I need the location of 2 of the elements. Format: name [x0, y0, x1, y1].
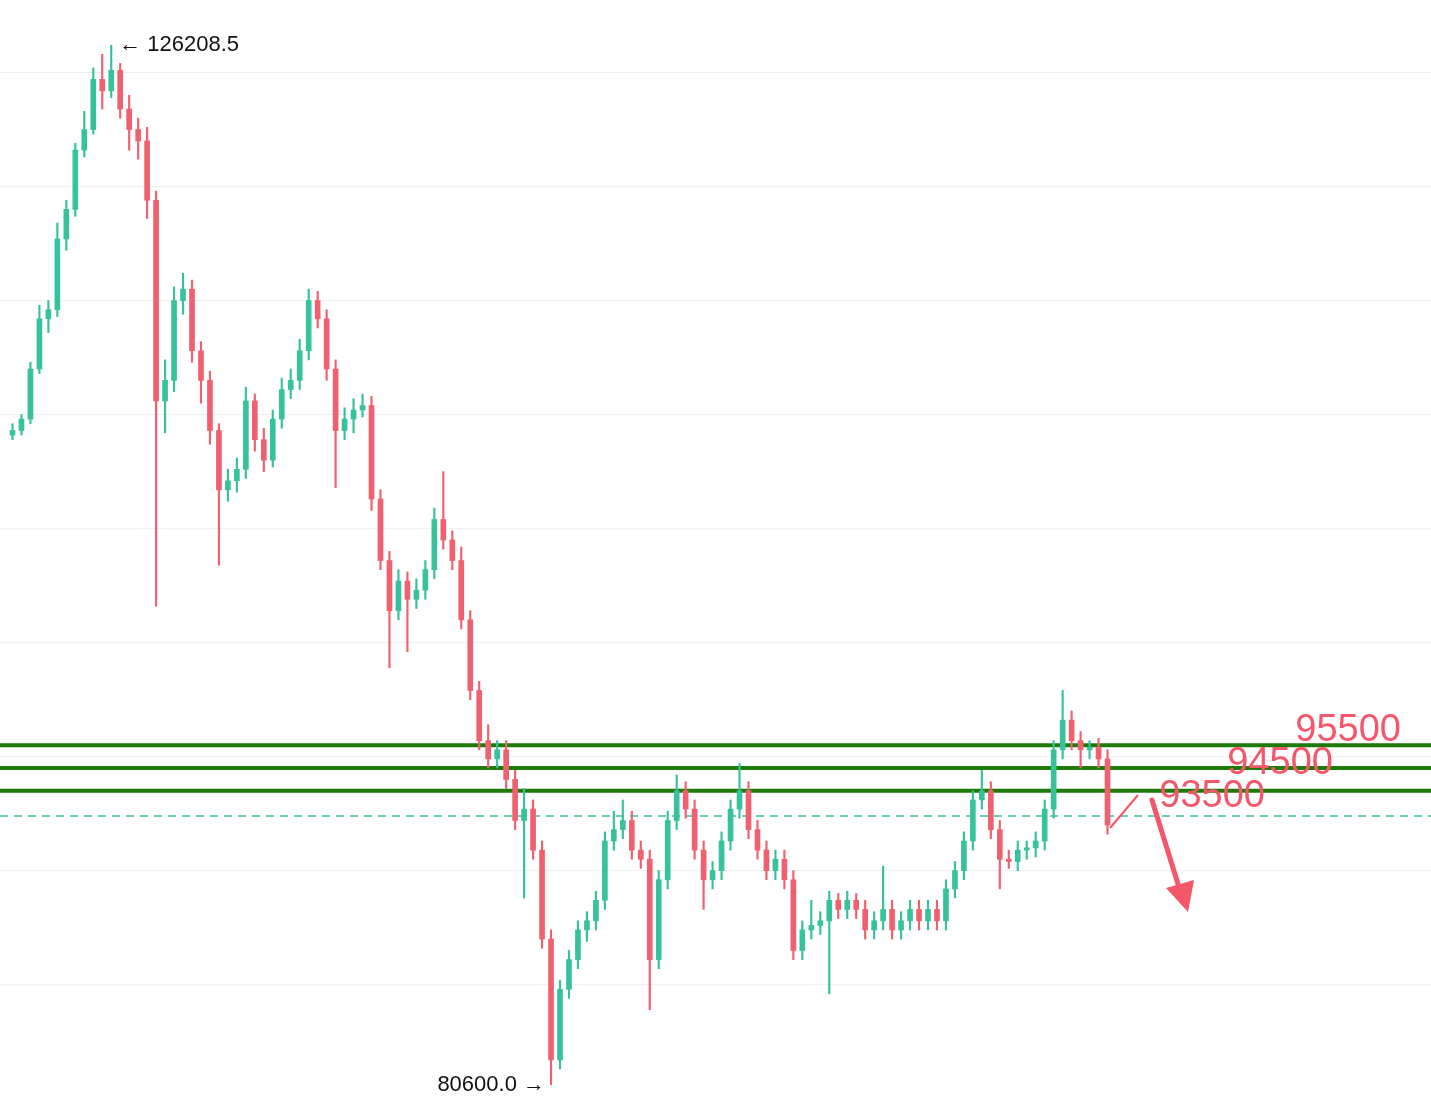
annotation: 80600.0 →	[437, 1071, 546, 1097]
annotation: ← 126208.5	[119, 31, 240, 57]
